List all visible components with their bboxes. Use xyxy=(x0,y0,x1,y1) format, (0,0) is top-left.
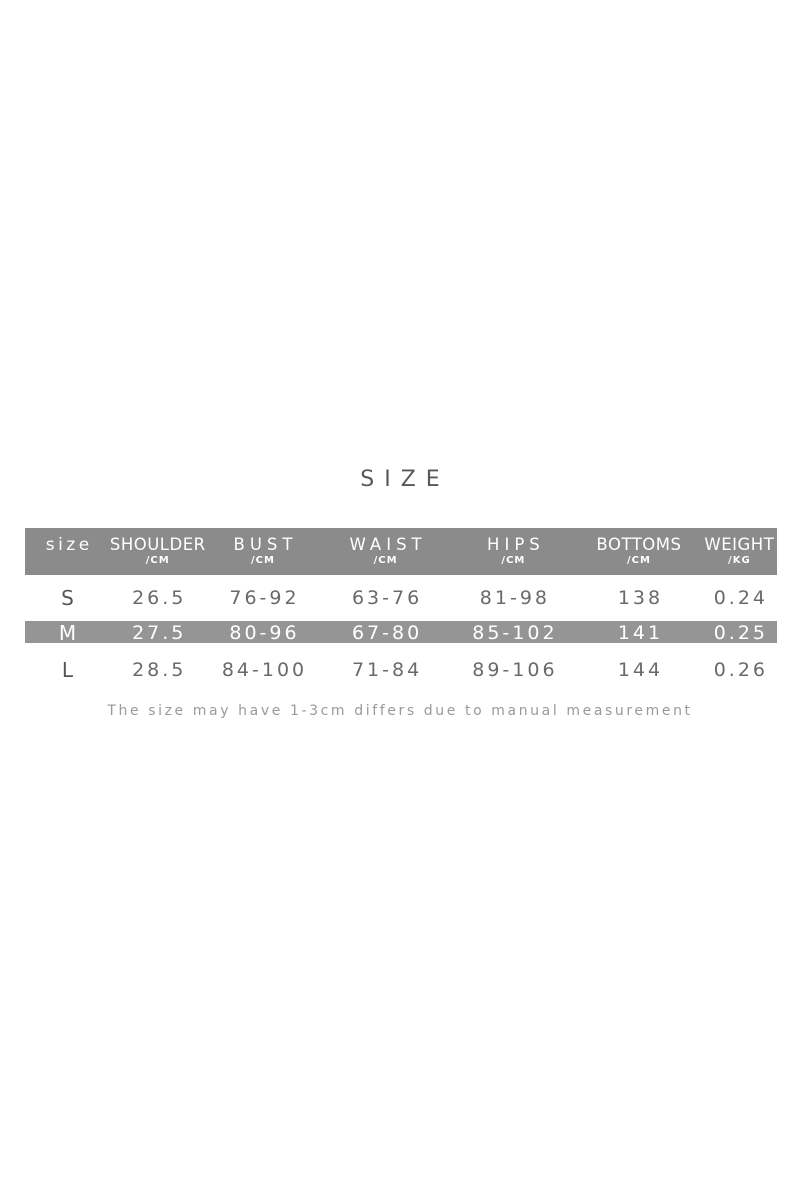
header-label: WAIST xyxy=(349,535,427,555)
size-table: size SHOULDER /CM BUST /CM WAIST /CM HIP… xyxy=(25,528,777,696)
table-row-m-highlighted: M 27.5 80-96 67-80 85-102 141 0.25 xyxy=(25,621,777,645)
header-label: SHOULDER xyxy=(109,535,206,555)
page-title: SIZE xyxy=(360,467,450,492)
header-cell-hips: HIPS /CM xyxy=(451,528,577,575)
header-unit: /CM xyxy=(627,554,651,566)
table-cell-waist: 67-80 xyxy=(351,622,423,644)
measurement-note: The size may have 1-3cm differs due to m… xyxy=(107,703,693,719)
header-label: HIPS xyxy=(487,535,545,555)
table-cell-waist: 71-84 xyxy=(351,658,423,681)
table-cell-shoulder: 26.5 xyxy=(132,587,187,609)
row-label: S xyxy=(61,586,74,610)
header-label: WEIGHT xyxy=(704,535,775,555)
table-cell-hips: 89-106 xyxy=(472,658,558,681)
header-cell-weight: WEIGHT /KG xyxy=(702,528,777,575)
header-cell-bust: BUST /CM xyxy=(205,528,320,575)
header-cell-waist: WAIST /CM xyxy=(321,528,451,575)
table-cell-bust: 84-100 xyxy=(221,658,308,681)
header-unit: /CM xyxy=(373,554,398,566)
table-cell-bust: 76-92 xyxy=(229,587,300,609)
header-cell-size: size xyxy=(25,528,110,575)
table-row-l: L 28.5 84-100 71-84 89-106 144 0.26 xyxy=(25,643,777,696)
header-unit: /CM xyxy=(251,554,275,566)
row-label: L xyxy=(61,657,74,682)
table-cell-bust: 80-96 xyxy=(229,622,300,644)
table-row-s: S 26.5 76-92 63-76 81-98 138 0.24 xyxy=(25,575,777,621)
table-cell-shoulder: 27.5 xyxy=(132,622,187,644)
table-cell-weight: 0.25 xyxy=(713,622,769,644)
header-cell-bottoms: BOTTOMS /CM xyxy=(576,528,702,575)
header-label: size xyxy=(45,534,93,555)
table-cell-weight: 0.24 xyxy=(713,587,769,609)
header-cell-shoulder: SHOULDER /CM xyxy=(110,528,206,575)
table-cell-bottoms: 144 xyxy=(617,658,664,681)
row-label: M xyxy=(58,621,77,645)
table-cell-bottoms: 141 xyxy=(617,622,664,644)
table-cell-hips: 85-102 xyxy=(472,622,558,644)
table-cell-bottoms: 138 xyxy=(617,587,664,609)
table-cell-waist: 63-76 xyxy=(351,587,423,609)
header-label: BUST xyxy=(233,535,298,555)
header-unit: /CM xyxy=(145,554,170,566)
header-label: BOTTOMS xyxy=(596,535,682,555)
header-unit: /CM xyxy=(501,554,526,566)
table-cell-shoulder: 28.5 xyxy=(132,658,187,681)
table-cell-hips: 81-98 xyxy=(479,587,550,609)
table-header: size SHOULDER /CM BUST /CM WAIST /CM HIP… xyxy=(25,528,777,575)
header-unit: /KG xyxy=(728,554,751,566)
table-cell-weight: 0.26 xyxy=(713,658,769,681)
